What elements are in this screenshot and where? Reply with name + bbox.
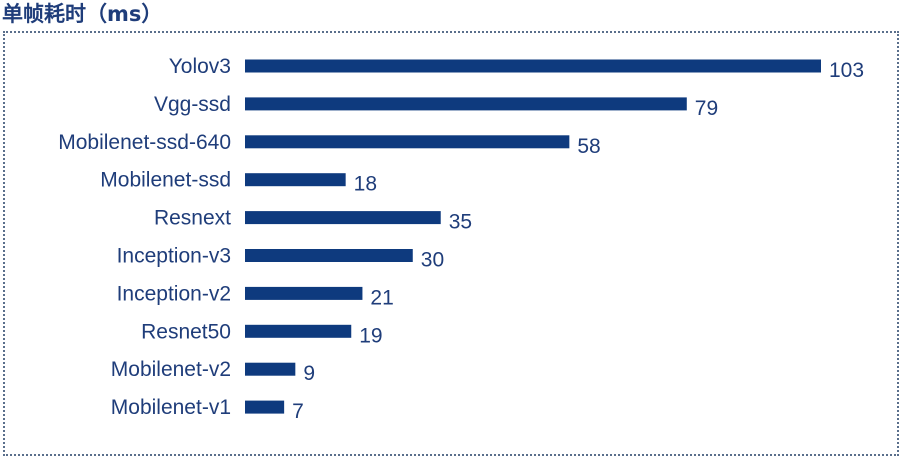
category-label: Mobilenet-v2 [111, 358, 231, 381]
value-label: 35 [449, 211, 472, 234]
category-label: Inception-v2 [117, 282, 231, 305]
bar-mobilenet-ssd-640 [245, 135, 570, 149]
value-label: 58 [577, 135, 600, 158]
bar-vgg-ssd [245, 97, 687, 111]
value-label: 7 [292, 400, 304, 423]
value-label: 19 [359, 324, 382, 347]
value-label: 9 [303, 362, 315, 385]
bar-mobilenet-v2 [245, 362, 296, 376]
chart-title: 单帧耗时（ms） [2, 2, 163, 26]
bar-mobilenet-ssd [245, 173, 346, 187]
category-label: Yolov3 [169, 55, 231, 78]
value-label: 79 [695, 97, 718, 120]
bar-yolov3 [245, 59, 821, 73]
value-label: 18 [354, 173, 377, 196]
category-label: Mobilenet-ssd [100, 169, 231, 192]
category-label: Vgg-ssd [154, 93, 231, 116]
bar-mobilenet-v1 [245, 400, 285, 414]
bar-resnet50 [245, 324, 352, 338]
value-label: 30 [421, 249, 444, 272]
category-label: Resnet50 [141, 320, 231, 343]
chart-frame [3, 31, 899, 456]
category-label: Mobilenet-v1 [111, 396, 231, 419]
bar-inception-v3 [245, 249, 413, 262]
category-label: Mobilenet-ssd-640 [58, 131, 231, 154]
category-label: Resnext [154, 207, 231, 230]
bar-inception-v2 [245, 286, 363, 300]
category-label: Inception-v3 [117, 245, 231, 268]
bar-resnext [245, 211, 441, 225]
value-label: 103 [829, 59, 864, 82]
value-label: 21 [370, 286, 393, 309]
